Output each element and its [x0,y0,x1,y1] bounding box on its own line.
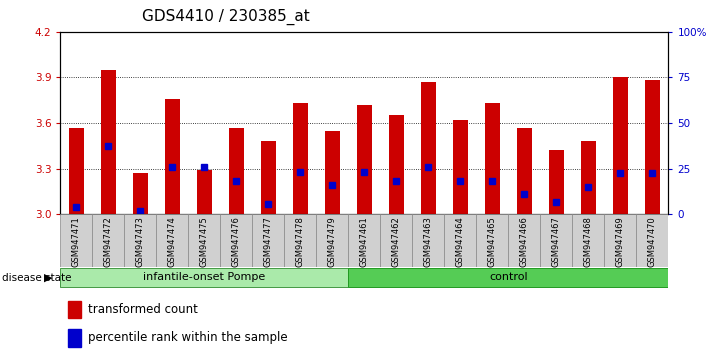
FancyBboxPatch shape [284,214,316,267]
Text: GSM947469: GSM947469 [616,216,625,267]
FancyBboxPatch shape [476,214,508,267]
Text: GDS4410 / 230385_at: GDS4410 / 230385_at [142,9,310,25]
Bar [197,170,212,214]
FancyBboxPatch shape [92,214,124,267]
FancyBboxPatch shape [572,214,604,267]
FancyBboxPatch shape [252,214,284,267]
FancyBboxPatch shape [124,214,156,267]
Bar [68,329,81,347]
Text: transformed count: transformed count [88,303,198,316]
Text: percentile rank within the sample: percentile rank within the sample [88,331,288,344]
FancyBboxPatch shape [540,214,572,267]
Text: GSM947471: GSM947471 [72,216,81,267]
Bar [517,127,532,214]
Bar [421,82,436,214]
Bar [165,99,180,214]
Bar [69,127,84,214]
Bar [261,141,276,214]
Text: GSM947479: GSM947479 [328,216,337,267]
Text: GSM947466: GSM947466 [520,216,529,267]
Bar [453,120,468,214]
Text: GSM947464: GSM947464 [456,216,465,267]
Text: GSM947463: GSM947463 [424,216,433,267]
Text: disease state: disease state [2,273,72,283]
Bar [613,78,628,214]
Bar [357,105,372,214]
Text: GSM947461: GSM947461 [360,216,369,267]
Text: GSM947462: GSM947462 [392,216,401,267]
Bar [133,173,148,214]
Bar [389,115,404,214]
Text: GSM947465: GSM947465 [488,216,497,267]
Text: GSM947476: GSM947476 [232,216,241,267]
FancyBboxPatch shape [604,214,636,267]
Bar [485,103,500,214]
Bar [549,150,564,214]
Text: GSM947473: GSM947473 [136,216,145,267]
Text: GSM947478: GSM947478 [296,216,305,267]
Text: GSM947477: GSM947477 [264,216,273,267]
FancyBboxPatch shape [188,214,220,267]
FancyBboxPatch shape [156,214,188,267]
FancyBboxPatch shape [220,214,252,267]
FancyBboxPatch shape [316,214,348,267]
Text: GSM947475: GSM947475 [200,216,209,267]
FancyBboxPatch shape [508,214,540,267]
Bar [293,103,308,214]
Text: control: control [489,273,528,282]
Bar [581,141,596,214]
FancyBboxPatch shape [348,268,668,287]
Text: ▶: ▶ [44,273,53,283]
Bar [645,80,660,214]
Text: GSM947468: GSM947468 [584,216,593,267]
FancyBboxPatch shape [60,214,92,267]
FancyBboxPatch shape [444,214,476,267]
Text: GSM947467: GSM947467 [552,216,561,267]
Text: infantile-onset Pompe: infantile-onset Pompe [144,273,265,282]
FancyBboxPatch shape [412,214,444,267]
FancyBboxPatch shape [60,268,348,287]
Bar [101,70,116,214]
Text: GSM947474: GSM947474 [168,216,177,267]
Bar [68,301,81,318]
Text: GSM947472: GSM947472 [104,216,113,267]
Text: GSM947470: GSM947470 [648,216,657,267]
Bar [229,127,244,214]
FancyBboxPatch shape [348,214,380,267]
FancyBboxPatch shape [636,214,668,267]
FancyBboxPatch shape [380,214,412,267]
Bar [325,131,340,214]
